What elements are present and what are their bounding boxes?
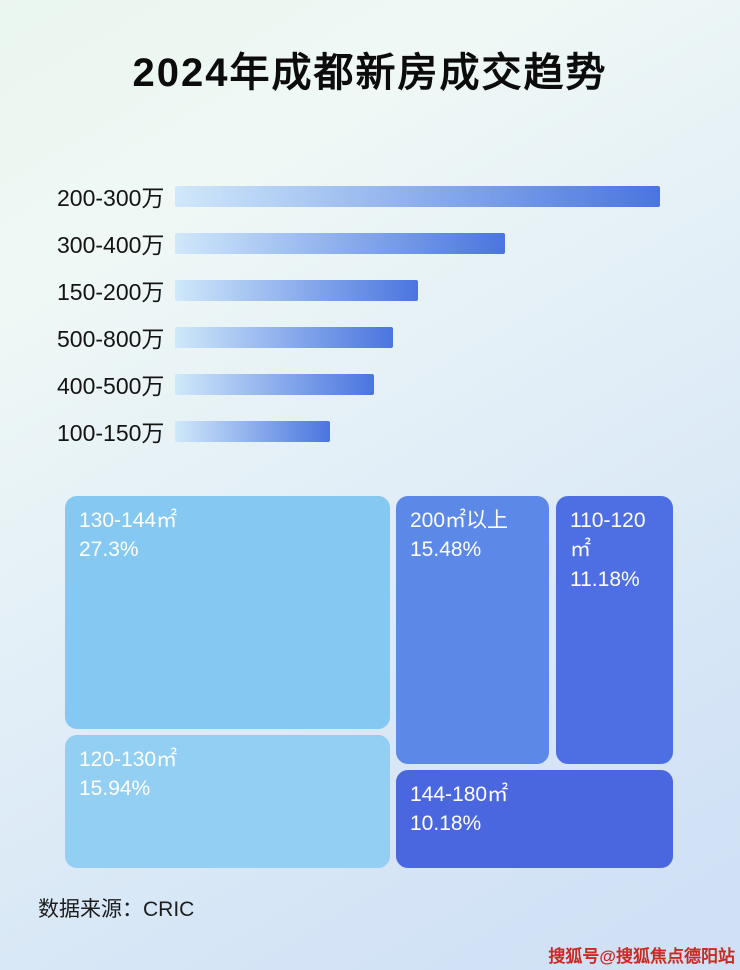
page-title: 2024年成都新房成交趋势 [132, 51, 608, 95]
bar-category-label: 100-150万 [57, 420, 165, 446]
treemap-block-value: 27.3% [79, 538, 139, 562]
bar [175, 373, 374, 395]
bar-area [175, 185, 660, 207]
bar-area [175, 232, 660, 254]
treemap-chart: 130-144㎡ 27.3% 120-130㎡ 15.94% 200㎡以上 15… [65, 496, 673, 868]
treemap-block-144-180: 144-180㎡ 10.18% [396, 770, 673, 868]
treemap-block-label: 120-130㎡ [79, 748, 178, 771]
bar-chart: 200-300万 300-400万 150-200万 500-800万 400-500万… [57, 185, 660, 467]
treemap-block-label: 110-120㎡ [570, 509, 646, 562]
bar [175, 185, 660, 207]
bar-category-label: 300-400万 [57, 232, 165, 258]
bar-rows: 200-300万 300-400万 150-200万 500-800万 400-500万… [57, 185, 660, 446]
treemap-block-label: 130-144㎡ [79, 509, 178, 532]
watermark: 搜狐号@搜狐焦点德阳站 [548, 947, 735, 966]
treemap-block-value: 15.94% [79, 777, 151, 801]
treemap-block-value: 10.18% [410, 812, 482, 836]
bar [175, 420, 331, 442]
bar-row: 300-400万 [57, 232, 660, 258]
bar-area [175, 279, 660, 301]
treemap-block-200-plus: 200㎡以上 15.48% [396, 496, 549, 764]
bar [175, 279, 418, 301]
bar-category-label: 400-500万 [57, 373, 165, 399]
bar-area [175, 420, 660, 442]
bar-area [175, 326, 660, 348]
bar [175, 232, 505, 254]
bar [175, 326, 394, 348]
treemap-block-110-120: 110-120㎡ 11.18% [556, 496, 673, 764]
treemap-block-label: 200㎡以上 [410, 509, 509, 532]
treemap-block-value: 15.48% [410, 538, 482, 562]
bar-category-label: 150-200万 [57, 279, 165, 305]
bar-row: 400-500万 [57, 373, 660, 399]
treemap-block-label: 144-180㎡ [410, 783, 509, 806]
bar-row: 100-150万 [57, 420, 660, 446]
treemap-block-120-130: 120-130㎡ 15.94% [65, 735, 390, 868]
bar-row: 150-200万 [57, 279, 660, 305]
bar-row: 500-800万 [57, 326, 660, 352]
bar-row: 200-300万 [57, 185, 660, 211]
treemap-block-value: 11.18% [570, 567, 640, 591]
bar-category-label: 500-800万 [57, 326, 165, 352]
data-source-label: 数据来源：CRIC [38, 898, 195, 921]
bar-area [175, 373, 660, 395]
bar-category-label: 200-300万 [57, 185, 165, 211]
treemap-block-130-144: 130-144㎡ 27.3% [65, 496, 390, 729]
